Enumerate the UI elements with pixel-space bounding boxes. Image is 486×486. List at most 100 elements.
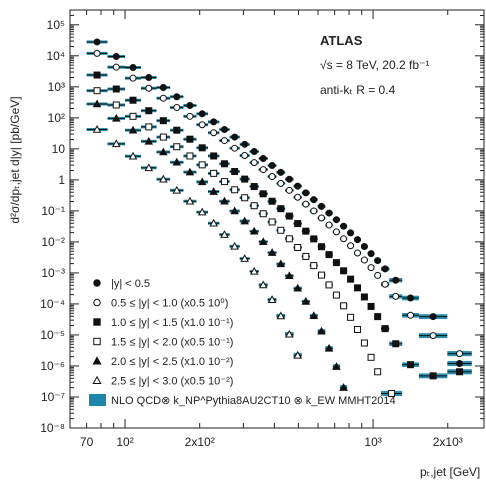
data-point-marker [339, 383, 348, 391]
data-point-marker [429, 372, 437, 380]
data-point-marker [325, 251, 333, 259]
y-tick-label: 10² [48, 111, 65, 125]
data-point-marker [210, 169, 218, 177]
series-6 [86, 125, 302, 359]
legend-entry-label: 2.0 ≤ |y| < 2.5 (x1.0 10⁻²) [111, 356, 233, 368]
data-point-marker [354, 236, 362, 244]
axis-tick-labels: 10⁵ 10⁴ 10³ 10² 10 1 10⁻¹ 10⁻² 10⁻³ 10⁻⁴ 10⁻⁵ 10⁻⁶ 1… [40, 18, 463, 449]
data-point-marker [198, 110, 206, 118]
data-point-marker [294, 193, 302, 201]
y-axis-title: d²σ/dpₜ,jet d|y| [pb/GeV] [8, 96, 22, 223]
data-point-marker [250, 202, 258, 210]
data-point-marker [367, 264, 375, 272]
data-point-marker [456, 360, 464, 368]
data-point-marker [249, 226, 259, 235]
data-point-marker [92, 125, 102, 133]
data-point-marker [198, 144, 206, 152]
series-5 [86, 99, 348, 391]
data-point-marker [231, 133, 239, 141]
data-point-marker [173, 93, 181, 101]
data-point-marker [112, 53, 120, 61]
y-tick-label: 10⁻³ [41, 266, 65, 280]
data-point-marker [111, 113, 121, 122]
data-point-marker [129, 112, 137, 120]
jet-algorithm-label: anti-kₜ R = 0.4 [320, 83, 396, 97]
data-point-marker [259, 166, 267, 174]
y-tick-label: 1 [58, 173, 65, 187]
data-point-marker [268, 173, 276, 181]
y-tick-label: 10⁴ [46, 49, 65, 63]
data-point-marker [111, 139, 121, 148]
data-point-marker [231, 186, 239, 194]
data-point-marker [249, 266, 259, 275]
x-axis-title: pₜ,jet [GeV] [420, 465, 480, 479]
data-point-marker [145, 73, 153, 81]
data-point-marker [128, 125, 138, 134]
data-point-marker [340, 222, 348, 230]
data-point-marker [354, 325, 362, 333]
data-point-marker [258, 280, 268, 289]
data-point-marker [332, 291, 340, 299]
data-point-marker [301, 297, 311, 305]
data-point-marker [347, 313, 355, 321]
data-point-marker [340, 267, 348, 275]
data-point-marker [186, 102, 194, 110]
data-point-marker [173, 143, 181, 151]
data-point-marker [129, 96, 137, 104]
data-point-marker [250, 183, 258, 191]
data-point-marker [268, 197, 276, 205]
data-point-marker [186, 152, 194, 160]
data-point-marker [285, 329, 294, 338]
data-point-marker [159, 174, 168, 183]
data-point-marker [186, 135, 194, 143]
data-point-marker [294, 244, 302, 252]
data-point-marker [381, 265, 389, 273]
data-point-marker [209, 187, 218, 195]
data-point-marker [93, 337, 101, 346]
data-point-marker [325, 209, 333, 217]
data-layer [86, 38, 472, 397]
data-point-marker [129, 74, 137, 82]
data-point-marker [197, 177, 207, 186]
data-point-marker [367, 353, 375, 361]
data-point-marker [294, 182, 302, 190]
data-point-marker [318, 271, 326, 279]
data-point-marker [159, 94, 167, 102]
data-point-marker [276, 259, 286, 268]
data-point-marker [392, 292, 400, 300]
y-tick-label: 10 [52, 142, 66, 156]
legend-entry-label: 0.5 ≤ |y| < 1.0 (x0.5 10⁰) [111, 298, 228, 310]
data-point-marker [230, 206, 239, 215]
data-point-marker [129, 63, 137, 71]
y-tick-label: 10⁻⁵ [40, 328, 65, 342]
data-point-marker [145, 107, 153, 115]
data-point-marker [93, 38, 101, 46]
data-point-marker [277, 168, 285, 176]
y-tick-label: 10⁻² [41, 235, 65, 249]
data-point-marker [250, 159, 258, 167]
y-tick-label: 10⁻⁶ [40, 359, 65, 373]
data-point-marker [317, 326, 326, 335]
data-point-marker [128, 151, 138, 160]
y-tick-label: 10⁵ [47, 18, 65, 32]
data-point-marker [318, 214, 326, 222]
data-point-marker [360, 339, 368, 347]
data-point-marker [381, 280, 389, 288]
legend-entry-label: |y| < 0.5 [111, 278, 150, 290]
data-point-marker [230, 241, 239, 250]
data-point-marker [310, 207, 318, 215]
data-point-marker [407, 311, 415, 319]
x-tick-label: 2x10² [185, 435, 215, 449]
data-point-marker [456, 350, 464, 358]
data-point-marker [198, 161, 206, 169]
data-point-marker [92, 356, 102, 365]
data-point-marker [374, 313, 382, 321]
data-point-marker [360, 256, 368, 264]
data-point-marker [220, 196, 229, 205]
legend-theory-swatch [89, 394, 106, 406]
data-point-marker [267, 248, 277, 256]
data-point-marker [159, 147, 168, 156]
data-point-marker [112, 85, 120, 93]
data-point-marker [285, 186, 293, 194]
